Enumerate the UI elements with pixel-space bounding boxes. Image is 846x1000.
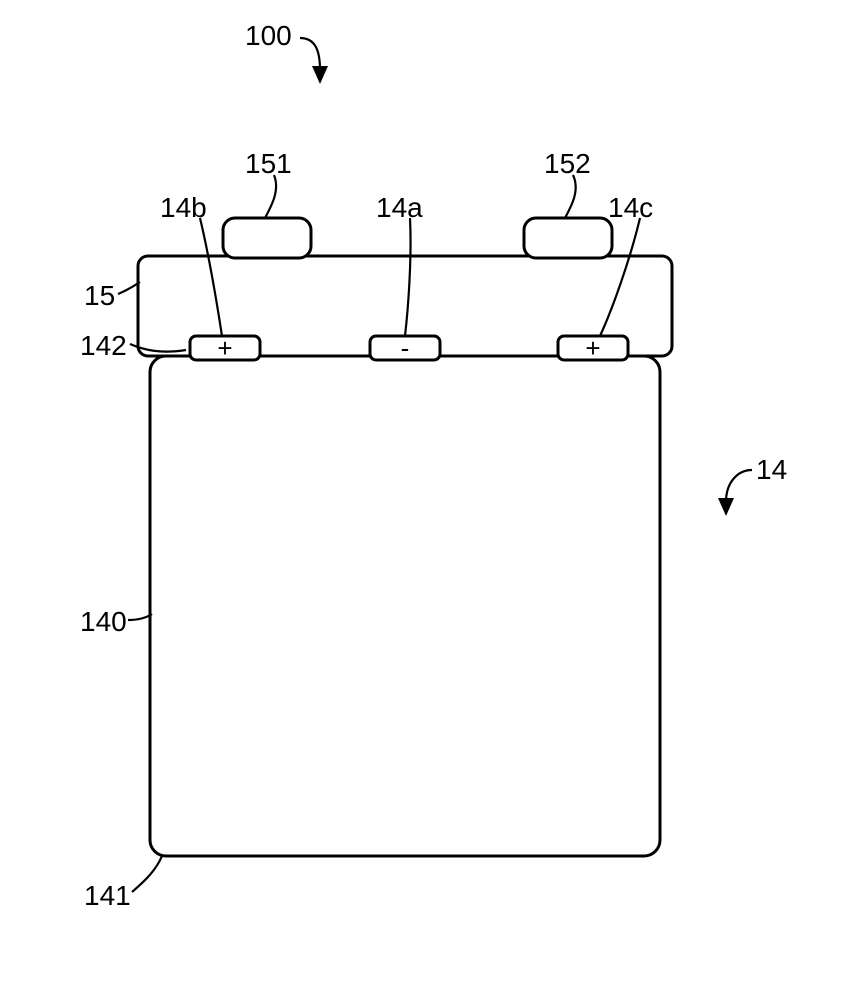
label-14a: 14a: [376, 192, 423, 224]
leader-152: [565, 175, 576, 218]
label-14: 14: [756, 454, 787, 486]
arrowhead-100: [312, 66, 328, 84]
label-152: 152: [544, 148, 591, 180]
figure-svg: + - +: [0, 0, 846, 1000]
label-140: 140: [80, 606, 127, 638]
terminal-block-right: [524, 218, 612, 258]
tab-center-symbol: -: [401, 333, 410, 363]
terminal-block-left: [223, 218, 311, 258]
leader-140: [128, 614, 152, 620]
tab-left-symbol: +: [217, 333, 232, 363]
label-14b: 14b: [160, 192, 207, 224]
arrowhead-14: [718, 498, 734, 516]
tab-right-symbol: +: [585, 333, 600, 363]
label-15: 15: [84, 280, 115, 312]
main-body: [150, 356, 660, 856]
label-100: 100: [245, 20, 292, 52]
label-141: 141: [84, 880, 131, 912]
leader-141: [132, 856, 162, 892]
label-151: 151: [245, 148, 292, 180]
label-14c: 14c: [608, 192, 653, 224]
leader-100: [300, 38, 320, 70]
leader-151: [265, 175, 276, 218]
leader-14: [726, 470, 752, 502]
label-142: 142: [80, 330, 127, 362]
